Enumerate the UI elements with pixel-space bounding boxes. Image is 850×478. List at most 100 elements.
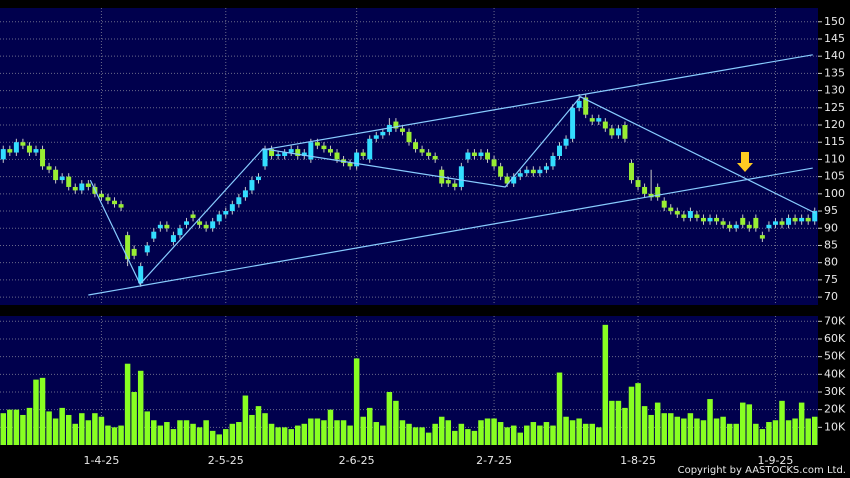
volume-bar	[805, 418, 811, 445]
volume-bar	[262, 413, 268, 445]
volume-bar	[628, 386, 635, 445]
candle-body	[413, 142, 419, 150]
candle-body	[779, 221, 785, 225]
candle-body	[308, 142, 314, 160]
volume-bar	[733, 423, 739, 445]
volume-bar	[170, 429, 177, 445]
candle-body	[367, 138, 373, 160]
volume-bar	[746, 404, 753, 445]
volume-bar	[85, 420, 92, 445]
volume-tick-label: 50K	[824, 350, 846, 363]
volume-tick-label: 60K	[824, 332, 846, 345]
candle-body	[537, 169, 543, 174]
volume-bar	[432, 423, 438, 445]
candle-body	[13, 142, 19, 153]
candle-body	[26, 145, 32, 153]
candle-body	[576, 100, 582, 108]
candle-body	[131, 248, 137, 256]
volume-bar	[785, 420, 792, 445]
candle-body	[746, 224, 752, 229]
volume-bar	[530, 422, 537, 445]
volume-bar	[726, 423, 733, 445]
volume-bar	[275, 427, 281, 445]
candle-body	[714, 217, 720, 222]
volume-bar	[510, 425, 517, 445]
volume-bar	[700, 420, 707, 445]
volume-bar	[229, 423, 236, 445]
volume-tick-label: 40K	[824, 367, 846, 380]
candle-body	[583, 97, 589, 115]
volume-bar	[713, 418, 720, 445]
volume-bar	[635, 383, 641, 445]
volume-bar	[720, 416, 726, 445]
volume-bar	[543, 422, 550, 445]
y-tick-label: 115	[824, 135, 845, 148]
candle-body	[393, 121, 399, 129]
volume-bar	[301, 423, 308, 445]
candle-body	[694, 214, 700, 218]
candle-body	[511, 176, 517, 184]
candle-body	[602, 121, 608, 129]
volume-bar	[92, 413, 98, 445]
y-tick-label: 125	[824, 101, 845, 114]
volume-bar	[412, 427, 419, 445]
candle-body	[164, 224, 170, 229]
y-tick-label: 140	[824, 49, 845, 62]
volume-bar	[537, 425, 543, 445]
y-tick-label: 110	[824, 152, 845, 165]
price-panel	[0, 8, 818, 305]
volume-bar	[661, 413, 667, 445]
candle-body	[615, 128, 621, 136]
volume-bar	[694, 418, 700, 445]
volume-bar	[0, 413, 7, 445]
volume-bar	[111, 427, 118, 445]
volume-bar	[236, 422, 242, 445]
volume-bar	[46, 411, 52, 445]
candle-body	[327, 149, 333, 153]
candle-body	[20, 142, 26, 146]
y-tick-label: 90	[824, 221, 838, 234]
volume-bar	[779, 400, 785, 445]
volume-bar	[576, 418, 582, 445]
candle-body	[543, 166, 549, 170]
candle-body	[53, 169, 59, 181]
volume-bar	[295, 425, 301, 445]
volume-bar	[131, 391, 137, 445]
volume-bar	[347, 425, 353, 445]
candle-body	[334, 152, 340, 160]
candle-body	[295, 149, 301, 156]
y-tick-label: 130	[824, 84, 845, 97]
volume-bar	[707, 399, 713, 445]
candle-body	[249, 180, 255, 191]
candle-body	[380, 131, 386, 136]
volume-bar	[334, 420, 340, 445]
x-tick-label: 2-7-25	[476, 454, 512, 467]
candle-body	[727, 224, 733, 229]
volume-bar	[196, 427, 203, 445]
volume-bar	[458, 423, 465, 445]
volume-bar	[792, 418, 798, 445]
candle-body	[7, 149, 13, 153]
candle-body	[550, 155, 556, 167]
candle-body	[157, 224, 163, 229]
volume-bar	[386, 391, 393, 445]
volume-bar	[79, 413, 85, 445]
volume-bar	[739, 402, 746, 445]
candle-body	[772, 221, 778, 225]
candle-body	[458, 166, 464, 187]
volume-bar	[105, 425, 111, 445]
candle-body	[59, 176, 65, 181]
candle-body	[720, 221, 726, 225]
volume-bar	[674, 416, 681, 445]
candle-body	[596, 118, 602, 122]
candle-body	[360, 152, 366, 156]
candle-body	[373, 135, 379, 139]
volume-bar	[164, 422, 170, 445]
volume-bar	[26, 407, 33, 445]
volume-bar	[373, 422, 380, 445]
candle-body	[105, 197, 111, 201]
candle-body	[177, 228, 183, 236]
candle-body	[530, 169, 536, 174]
volume-bar	[33, 379, 39, 445]
